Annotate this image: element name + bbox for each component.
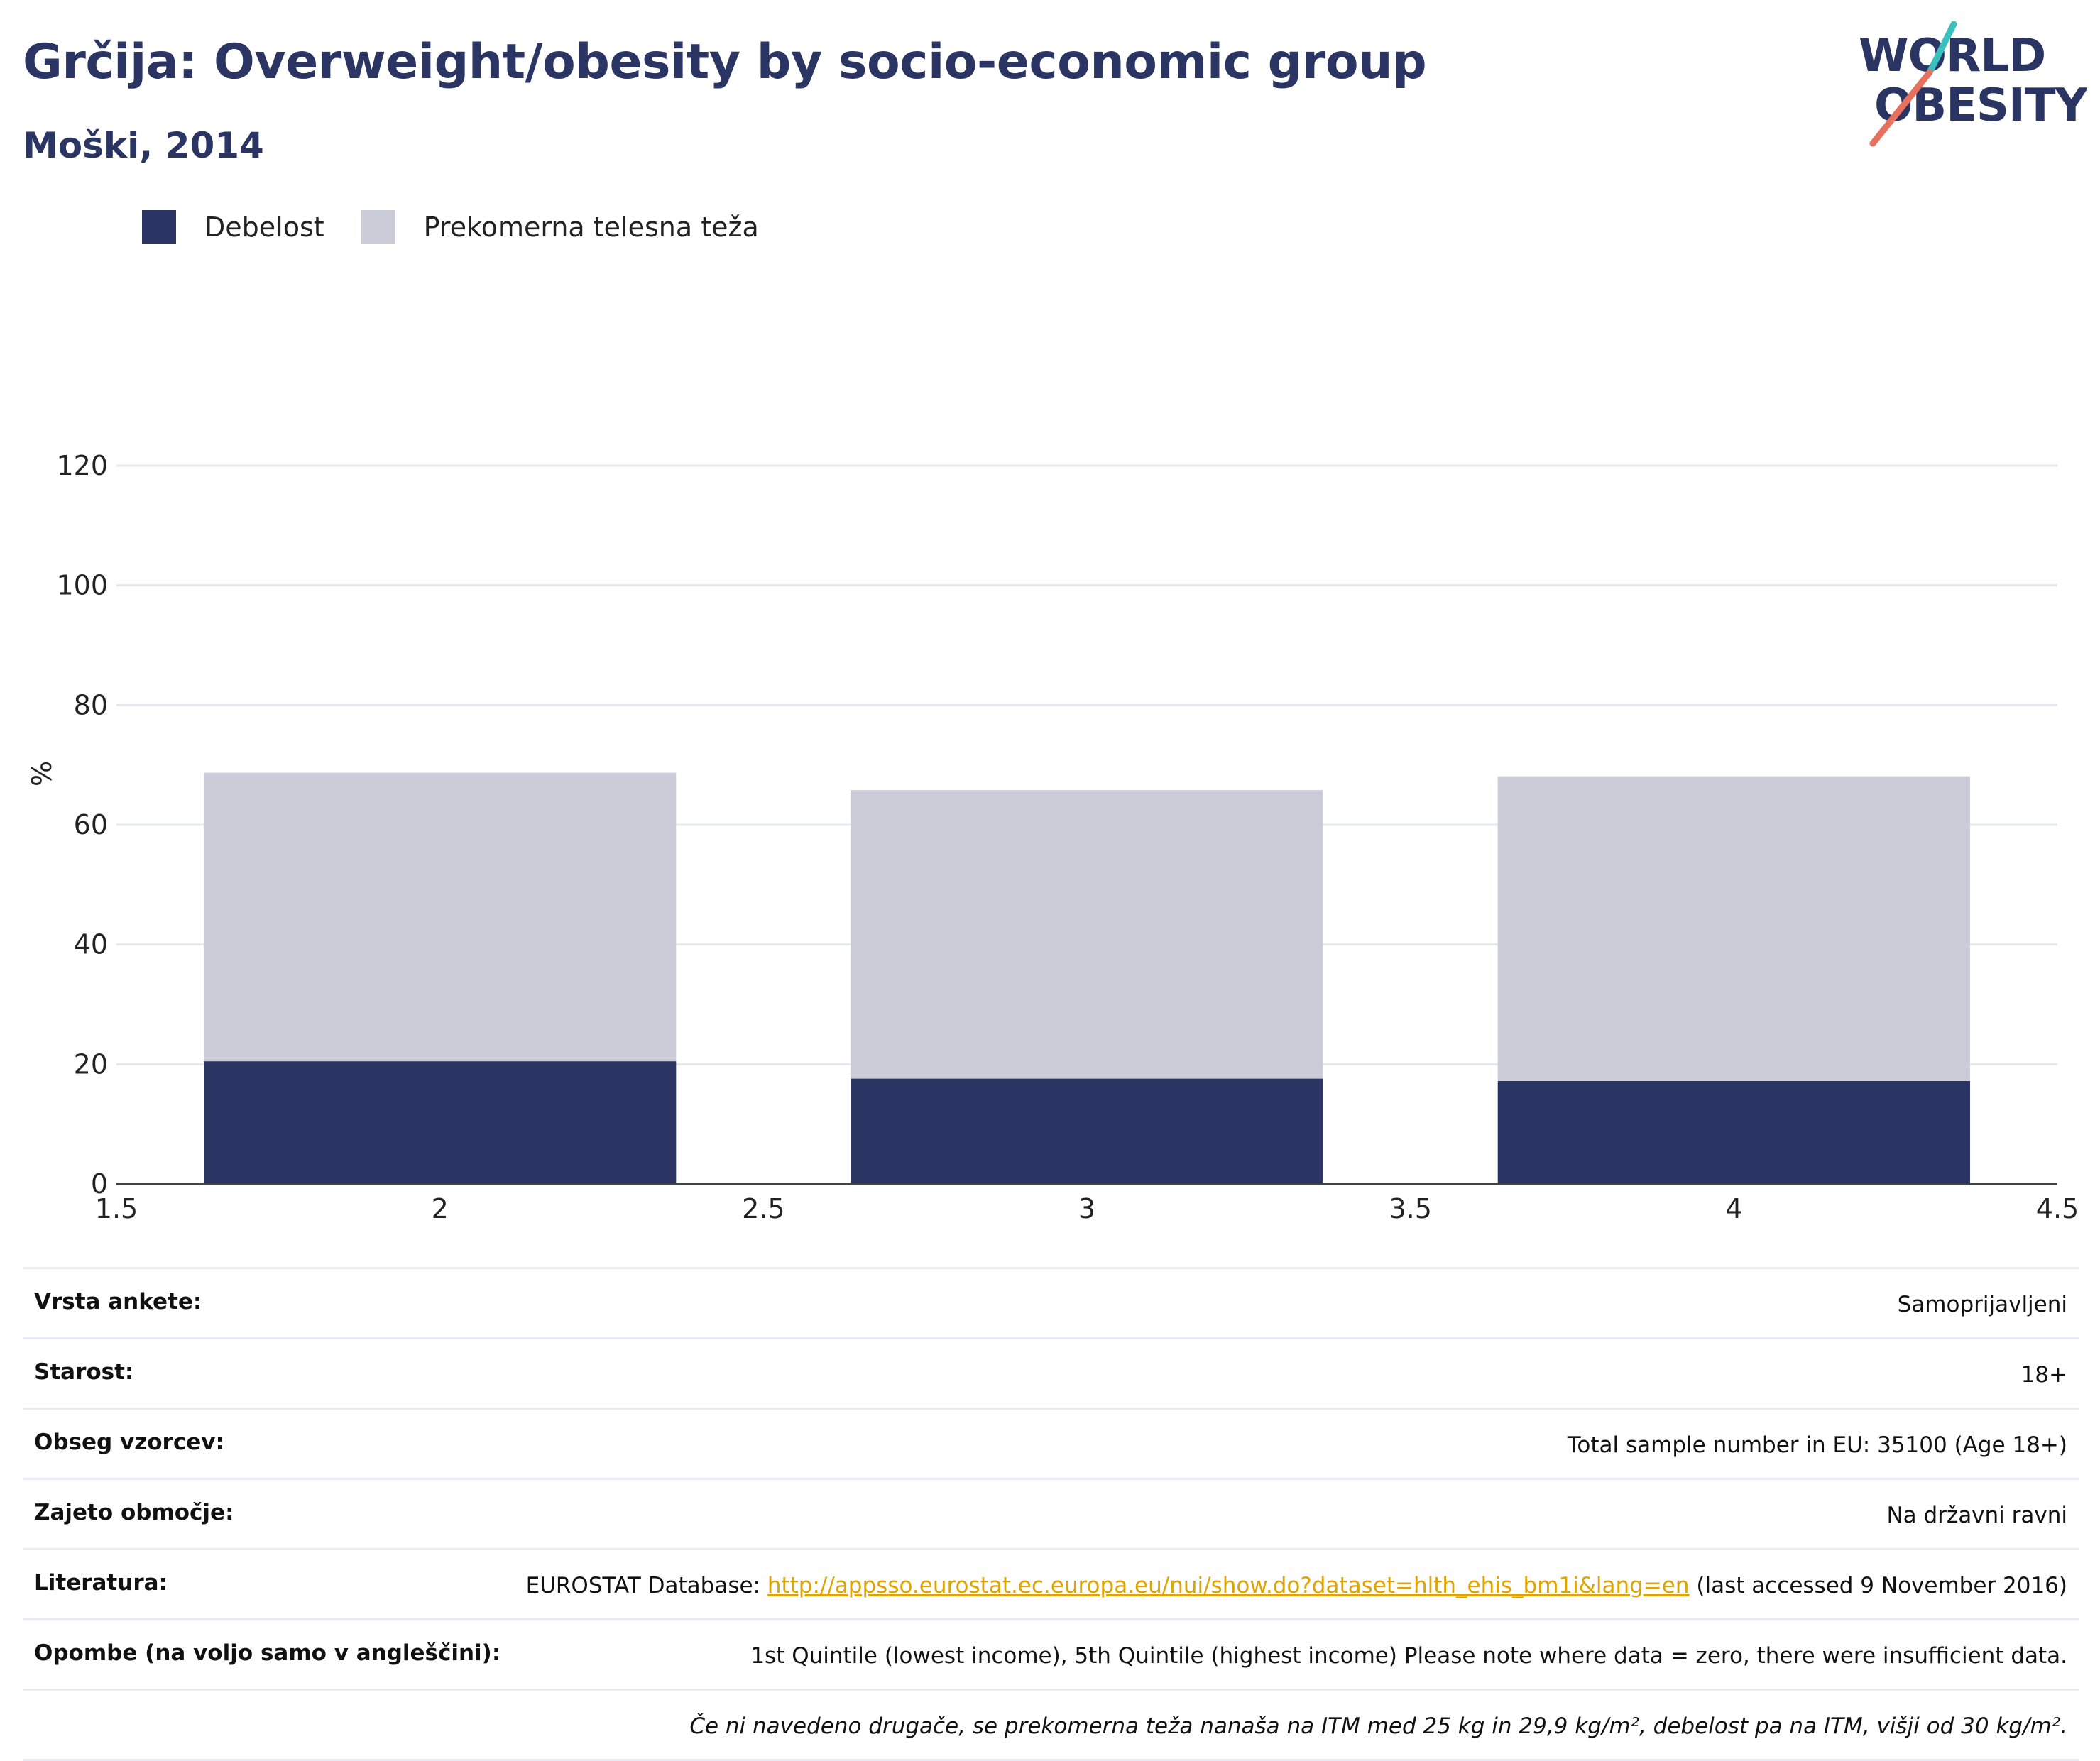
y-tick-label: 100	[56, 570, 108, 601]
info-table: Vrsta ankete: Samoprijavljeni Starost: 1…	[23, 1267, 2079, 1761]
x-tick-label: 1.5	[95, 1193, 138, 1221]
legend-swatch-obesity	[142, 210, 176, 244]
info-row-notes: Opombe (na voljo samo v angleščini): 1st…	[23, 1618, 2079, 1689]
bar-segment-overweight[interactable]	[851, 790, 1323, 1079]
y-tick-label: 60	[74, 809, 108, 840]
y-tick-label: 20	[74, 1048, 108, 1080]
x-tick-label: 3	[1078, 1193, 1095, 1221]
x-tick-label: 4.5	[2036, 1193, 2079, 1221]
logo-slash-teal	[1926, 21, 1957, 76]
info-value: Total sample number in EU: 35100 (Age 18…	[1567, 1432, 2067, 1458]
y-tick-label: 80	[74, 689, 108, 720]
page-subtitle: Moški, 2014	[23, 125, 264, 166]
legend-swatch-overweight	[361, 210, 395, 244]
axis-layer: 0 20 40 60 80 100 120 1.5 2 2.5 3 3.5 4 4.5	[56, 450, 2079, 1221]
bar-segment-overweight[interactable]	[204, 772, 677, 1062]
x-tick-label: 4	[1725, 1193, 1742, 1221]
logo-slash-coral	[1869, 69, 1933, 147]
info-value: 1st Quintile (lowest income), 5th Quinti…	[750, 1643, 2067, 1669]
bar-segment-obesity[interactable]	[204, 1061, 677, 1184]
bar-segment-obesity[interactable]	[1497, 1080, 1970, 1184]
y-tick-label: 40	[74, 929, 108, 960]
info-value: Samoprijavljeni	[1897, 1292, 2067, 1317]
info-row-survey-type: Vrsta ankete: Samoprijavljeni	[23, 1267, 2079, 1337]
legend-item-obesity[interactable]: Debelost	[142, 210, 324, 244]
y-tick-label: 120	[56, 450, 108, 481]
info-value: Na državni ravni	[1886, 1503, 2067, 1528]
info-row-literature: Literatura: EUROSTAT Database: http://ap…	[23, 1548, 2079, 1618]
info-key: Opombe (na voljo samo v angleščini):	[34, 1640, 501, 1666]
definition-note: Če ni navedeno drugače, se prekomerna te…	[689, 1713, 2067, 1739]
y-tick-label: 0	[91, 1168, 108, 1200]
x-tick-label: 2	[432, 1193, 449, 1221]
bar-segment-overweight[interactable]	[1497, 776, 1970, 1081]
info-row-age: Starost: 18+	[23, 1337, 2079, 1408]
info-value: 18+	[2020, 1362, 2067, 1388]
bar-segment-obesity[interactable]	[851, 1078, 1323, 1184]
page-title: Grčija: Overweight/obesity by socio-econ…	[23, 34, 1427, 90]
bars-layer	[204, 772, 1970, 1184]
legend-label-obesity: Debelost	[204, 212, 324, 243]
info-value-literature: EUROSTAT Database: http://appsso.eurosta…	[526, 1570, 2067, 1601]
chart-legend: Debelost Prekomerna telesna teža	[142, 210, 796, 244]
literature-suffix: (last accessed 9 November 2016)	[1689, 1573, 2067, 1598]
x-tick-label: 3.5	[1389, 1193, 1431, 1221]
literature-link[interactable]: http://appsso.eurostat.ec.europa.eu/nui/…	[767, 1573, 1690, 1598]
logo-word-world: WORLD	[1859, 30, 2045, 82]
legend-label-overweight: Prekomerna telesna teža	[423, 212, 759, 243]
world-obesity-logo[interactable]: WORLD OBESITY	[1853, 21, 2089, 149]
y-axis-label: %	[26, 761, 58, 786]
info-row-sample: Obseg vzorcev: Total sample number in EU…	[23, 1408, 2079, 1478]
info-row-definition: Če ni navedeno drugače, se prekomerna te…	[23, 1689, 2079, 1761]
x-tick-label: 2.5	[742, 1193, 784, 1221]
info-row-area: Zajeto območje: Na državni ravni	[23, 1478, 2079, 1548]
info-key: Obseg vzorcev:	[34, 1430, 224, 1455]
literature-prefix: EUROSTAT Database:	[525, 1573, 767, 1598]
info-key: Vrsta ankete:	[34, 1289, 202, 1315]
info-key: Literatura:	[34, 1570, 168, 1596]
info-key: Zajeto območje:	[34, 1500, 234, 1525]
stacked-bar-chart: 0 20 40 60 80 100 120 1.5 2 2.5 3 3.5 4 4.5 %	[26, 450, 2079, 1221]
logo-word-obesity: OBESITY	[1874, 79, 2087, 132]
info-key: Starost:	[34, 1359, 134, 1385]
legend-item-overweight[interactable]: Prekomerna telesna teža	[361, 210, 759, 244]
